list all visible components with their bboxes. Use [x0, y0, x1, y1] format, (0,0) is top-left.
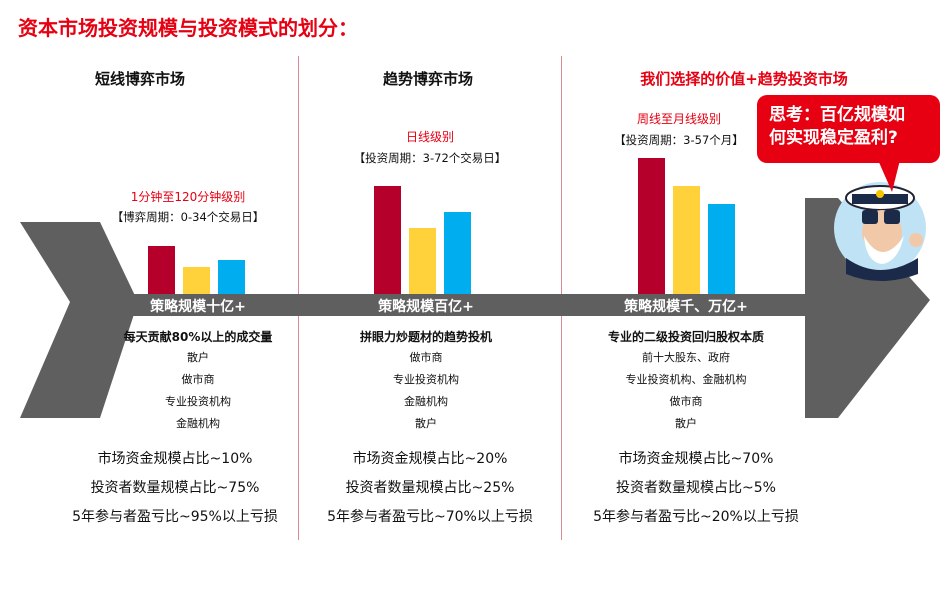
column-title: 短线博弈市场 — [94, 70, 185, 88]
stat-item: 投资者数量规模占比~75% — [90, 480, 260, 496]
scale-label: 策略规模十亿+ — [150, 299, 246, 315]
stat-item: 投资者数量规模占比~5% — [616, 480, 776, 496]
description: 每天贡献80%以上的成交量 — [123, 330, 273, 344]
thought-line-1: 思考：百亿规模如 — [769, 105, 905, 125]
frequency-label: 日线级别 — [405, 130, 454, 144]
stat-item: 市场资金规模占比~20% — [352, 451, 508, 467]
bar-yellow — [183, 267, 210, 294]
bubble-tail — [878, 160, 900, 192]
stat-item: 5年参与者盈亏比~70%以上亏损 — [327, 509, 533, 525]
column-title: 趋势博弈市场 — [382, 70, 473, 88]
bar-yellow — [409, 228, 436, 294]
frequency-label: 1分钟至120分钟级别 — [130, 190, 246, 204]
participant-item: 金融机构 — [176, 417, 220, 430]
period-label: 【投资周期：3-72个交易日】 — [353, 151, 507, 165]
description: 拼眼力炒题材的趋势投机 — [359, 330, 492, 344]
stat-item: 市场资金规模占比~10% — [97, 451, 253, 467]
participant-item: 散户 — [675, 417, 697, 430]
bar-red — [374, 186, 401, 294]
participant-item: 金融机构 — [404, 395, 448, 408]
stat-item: 5年参与者盈亏比~95%以上亏损 — [72, 509, 278, 525]
bar-blue — [708, 204, 735, 294]
bar-red — [148, 246, 175, 294]
participant-item: 做市商 — [669, 395, 703, 408]
stat-item: 投资者数量规模占比~25% — [345, 480, 515, 496]
participant-item: 专业投资机构 — [165, 395, 231, 408]
period-label: 【博弈周期：0-34个交易日】 — [111, 210, 265, 224]
participant-item: 散户 — [415, 417, 437, 430]
bar-blue — [444, 212, 471, 294]
period-label: 【投资周期：3-57个月】 — [614, 133, 744, 147]
column-title: 我们选择的价值+趋势投资市场 — [640, 70, 848, 88]
page-title: 资本市场投资规模与投资模式的划分： — [18, 16, 358, 40]
stat-item: 5年参与者盈亏比~20%以上亏损 — [593, 509, 799, 525]
thought-line-2: 何实现稳定盈利? — [769, 128, 898, 148]
participant-item: 专业投资机构 — [393, 373, 459, 386]
bar-yellow — [673, 186, 700, 294]
description: 专业的二级投资回归股权本质 — [607, 330, 764, 344]
participant-item: 做市商 — [181, 373, 215, 386]
bar-chart-short — [148, 186, 248, 294]
bar-red — [638, 158, 665, 294]
participant-item: 做市商 — [409, 351, 443, 364]
sailor-icon — [834, 182, 926, 281]
participant-item: 散户 — [187, 351, 209, 364]
bar-chart-trend — [374, 186, 474, 294]
participant-item: 前十大股东、政府 — [642, 351, 730, 364]
frequency-label: 周线至月线级别 — [636, 112, 721, 126]
bar-chart-value — [638, 154, 738, 294]
participant-item: 专业投资机构、金融机构 — [625, 373, 747, 386]
stat-item: 市场资金规模占比~70% — [618, 451, 774, 467]
thought-bubble: 思考：百亿规模如 何实现稳定盈利? — [757, 95, 940, 163]
scale-label: 策略规模千、万亿+ — [624, 299, 748, 315]
bar-blue — [218, 260, 245, 294]
scale-label: 策略规模百亿+ — [378, 299, 474, 315]
